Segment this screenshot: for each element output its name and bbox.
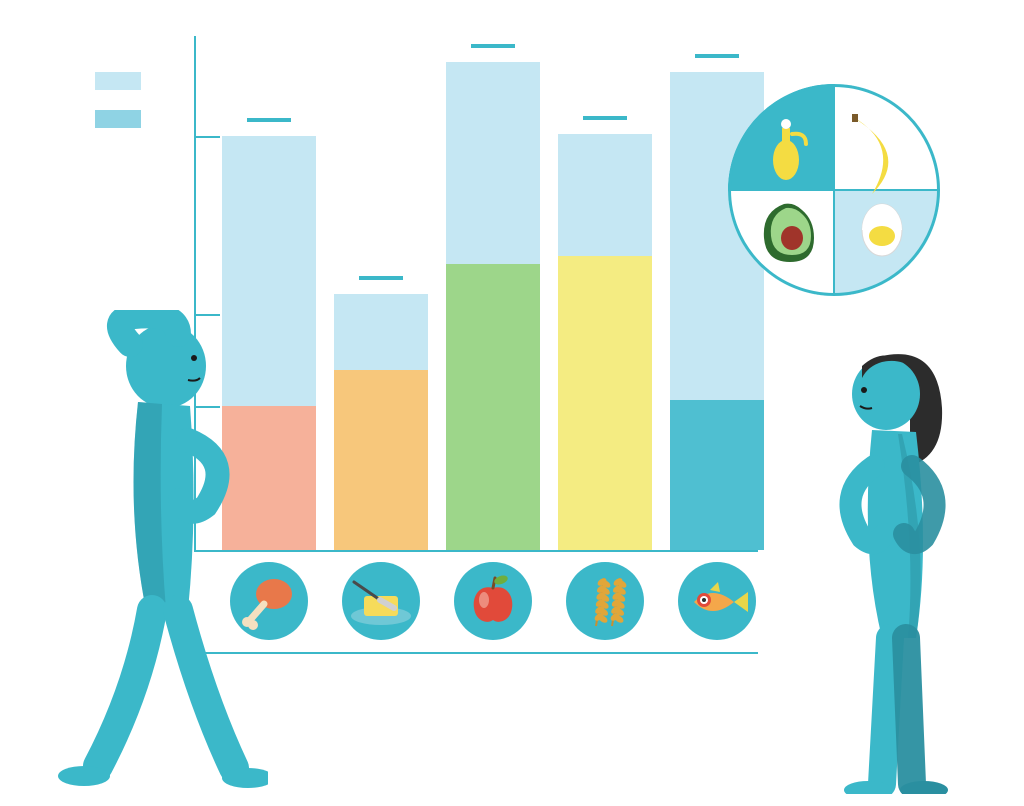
- wheat-icon: [566, 562, 644, 640]
- thinking-person: [38, 310, 268, 790]
- bar-fg-dairy: [334, 370, 428, 550]
- apple-icon: [454, 562, 532, 640]
- bar-cap-dairy: [359, 276, 403, 280]
- bar-cap-grain: [583, 116, 627, 120]
- legend-swatch: [95, 72, 141, 90]
- bar-fg-fruit: [446, 264, 540, 550]
- fish-icon: [678, 562, 756, 640]
- y-tick: [194, 136, 220, 138]
- bar-fg-grain: [558, 256, 652, 550]
- bar-cap-fish: [695, 54, 739, 58]
- bar-cap-fruit: [471, 44, 515, 48]
- observing-person: [790, 338, 970, 794]
- food-pie-chart: [728, 84, 940, 296]
- x-axis: [194, 550, 758, 552]
- butter-icon: [342, 562, 420, 640]
- x-axis-bottom: [194, 652, 758, 654]
- legend-swatch: [95, 110, 141, 128]
- bar-fg-fish: [670, 400, 764, 550]
- bar-cap-protein: [247, 118, 291, 122]
